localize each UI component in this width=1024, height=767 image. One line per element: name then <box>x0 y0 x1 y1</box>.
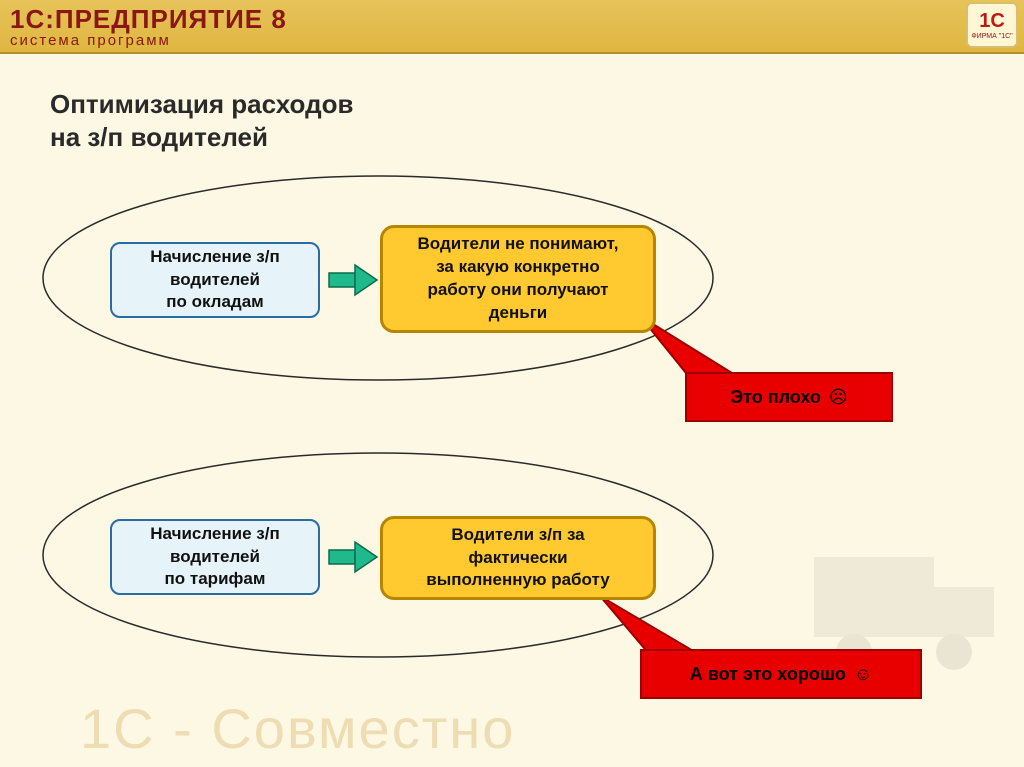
callout-triangle-1 <box>640 316 740 378</box>
box-1a: Начисление з/пводителейпо окладам <box>110 242 320 318</box>
header-bar: 1С:ПРЕДПРИЯТИЕ 8 система программ 1C ФИР… <box>0 0 1024 54</box>
happy-face-icon: ☺ <box>854 664 872 685</box>
callout-good: А вот это хорошо ☺ <box>640 649 922 699</box>
arrow-1-icon <box>329 265 377 295</box>
arrow-2-icon <box>329 542 377 572</box>
logo-1c: 1C ФИРМА "1С" <box>966 2 1018 48</box>
slide-title: Оптимизация расходовна з/п водителей <box>50 88 353 153</box>
box-2b-text: Водители з/п зафактическивыполненную раб… <box>426 524 609 593</box>
brand-subtitle: система программ <box>10 32 171 49</box>
logo-text: 1C <box>979 11 1005 31</box>
box-2b: Водители з/п зафактическивыполненную раб… <box>380 516 656 600</box>
box-2a-text: Начисление з/пводителейпо тарифам <box>150 523 279 592</box>
box-1a-text: Начисление з/пводителейпо окладам <box>150 246 279 315</box>
brand-title: 1С:ПРЕДПРИЯТИЕ 8 <box>10 4 287 35</box>
box-2a: Начисление з/пводителейпо тарифам <box>110 519 320 595</box>
logo-sub: ФИРМА "1С" <box>971 33 1012 40</box>
callout-good-text: А вот это хорошо <box>690 664 846 685</box>
callout-bad-text: Это плохо <box>730 387 821 408</box>
sad-face-icon: ☹ <box>829 387 848 408</box>
box-1b-text: Водители не понимают,за какую конкретнор… <box>418 233 619 325</box>
watermark-text: 1С - Совместно <box>80 696 515 761</box>
callout-triangle-2 <box>600 596 700 655</box>
box-1b: Водители не понимают,за какую конкретнор… <box>380 225 656 333</box>
callout-bad: Это плохо ☹ <box>685 372 893 422</box>
